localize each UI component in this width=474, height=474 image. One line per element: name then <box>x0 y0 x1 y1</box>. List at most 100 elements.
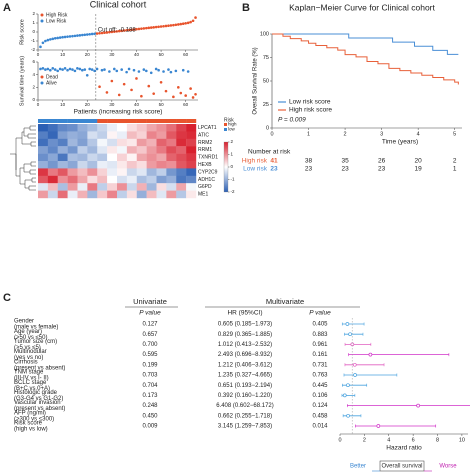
multi-p: 0.763 <box>312 373 328 379</box>
point <box>135 77 138 80</box>
heat-cell <box>87 183 98 191</box>
risk-strip <box>57 119 68 123</box>
point <box>103 31 106 35</box>
heat-cell <box>38 146 49 154</box>
x-tick-label: 30 <box>109 102 115 107</box>
point <box>157 25 160 29</box>
point <box>73 34 77 38</box>
heat-cell <box>87 146 98 154</box>
heat-cell <box>136 124 147 132</box>
heat-cell <box>67 153 78 162</box>
point <box>169 70 173 74</box>
hr-label: 1.235 (0.327−4.665) <box>218 373 272 379</box>
uni-p: 0.595 <box>142 352 158 358</box>
panel-letter: A <box>3 2 11 14</box>
point <box>108 30 111 34</box>
heat-cell <box>136 146 147 154</box>
hr-label: 0.605 (0.185−1.973) <box>218 322 272 328</box>
heat-cell <box>136 183 147 191</box>
multi-p: 0.405 <box>312 322 328 328</box>
point <box>189 20 192 24</box>
point <box>149 71 153 75</box>
heat-cell <box>136 168 147 176</box>
risk-strip <box>186 119 197 123</box>
header: Univariate <box>133 297 167 306</box>
y-tick-label: 2 <box>32 11 35 16</box>
point <box>49 68 52 72</box>
hr-point <box>346 413 350 418</box>
point <box>83 68 87 71</box>
legend-label: high <box>228 122 237 127</box>
heat-cell <box>47 124 58 132</box>
survival-curve <box>272 33 459 85</box>
point <box>194 16 197 19</box>
hr-point <box>346 383 350 388</box>
risk-strip <box>87 119 98 123</box>
point <box>140 27 143 30</box>
point <box>179 91 183 95</box>
x-tick-label: 10 <box>60 52 66 57</box>
legend-label: Dead <box>46 74 58 80</box>
point <box>140 94 143 98</box>
heat-cell <box>117 153 128 162</box>
heat-cell <box>156 146 167 154</box>
heat-cell <box>166 138 177 147</box>
row-sublabel: (>50 vs ≤50) <box>14 335 47 341</box>
point <box>61 35 64 39</box>
panel-letter: C <box>3 292 11 304</box>
point <box>95 32 99 35</box>
heat-cell <box>87 161 98 169</box>
heat-cell <box>117 190 128 199</box>
legend-label: Low risk score <box>289 99 331 106</box>
point <box>181 68 185 72</box>
heat-cell <box>126 131 137 139</box>
risk-table-name: High risk <box>242 158 268 165</box>
x-tick-label: 5 <box>453 131 456 137</box>
row-label: Vascular invasion <box>14 400 61 406</box>
forest-plot <box>341 322 470 428</box>
heat-cell <box>47 183 58 191</box>
colorbar-tick-label: -1 <box>231 177 235 182</box>
point <box>51 37 55 41</box>
row-sublabel: (>5 vs ≤5) <box>14 345 41 351</box>
heat-cell <box>117 131 128 139</box>
heat-cell <box>176 161 187 169</box>
y-tick-label: 75 <box>263 55 269 61</box>
heat-cell <box>146 153 157 162</box>
heat-cell <box>67 190 78 199</box>
row-sublabel: (male vs female) <box>14 325 58 331</box>
point <box>108 70 111 73</box>
row-sublabel: (>300 vs ≤300) <box>14 416 54 422</box>
point <box>88 67 91 71</box>
point <box>120 29 123 33</box>
heat-cell <box>156 131 167 139</box>
heat-cell <box>47 175 58 184</box>
heat-cell <box>87 153 98 162</box>
x-tick-label: 0 <box>270 131 273 137</box>
heat-cell <box>166 190 177 199</box>
risk-strip <box>117 119 128 123</box>
x-axis-label: Patients (increasing risk score) <box>74 109 163 116</box>
point <box>63 67 67 70</box>
chart-title: Kaplan−Meier Curve for Clinical cohort <box>289 2 435 12</box>
point <box>164 89 168 93</box>
heat-cell <box>107 175 118 184</box>
row-label: HEXB <box>198 162 212 168</box>
heat-cell <box>126 153 137 162</box>
point <box>194 93 197 96</box>
heat-cell <box>57 168 68 176</box>
point <box>83 33 87 37</box>
point <box>78 34 82 37</box>
point <box>125 70 128 74</box>
point <box>147 26 151 30</box>
heat-cell <box>38 190 49 199</box>
heat-cell <box>38 124 49 132</box>
legend-swatch <box>224 123 227 126</box>
row-label: Tumor size (cm) <box>14 339 57 345</box>
header: Multivariate <box>266 297 304 306</box>
point <box>120 68 123 71</box>
heat-cell <box>117 146 128 154</box>
heat-cell <box>77 183 88 191</box>
heat-cell <box>57 190 68 199</box>
heat-cell <box>176 131 187 139</box>
